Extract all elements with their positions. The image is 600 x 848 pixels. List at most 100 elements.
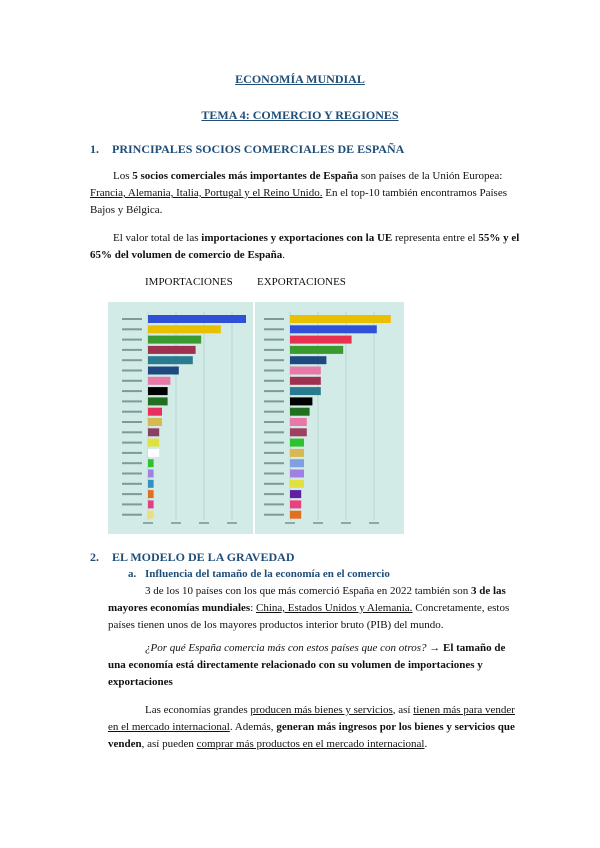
category-label-illegible <box>264 359 284 362</box>
text-run: Francia, Alemania, Italia, Portugal y el… <box>90 187 323 199</box>
category-label-illegible <box>264 390 284 393</box>
bar <box>148 366 179 375</box>
bar <box>148 315 246 323</box>
category-label-illegible <box>122 493 142 496</box>
text-run: El valor total de las <box>113 232 202 244</box>
text-run: ¿Por qué España comercia más con estos p… <box>145 642 430 654</box>
text-run: Los <box>113 170 133 182</box>
bar <box>290 438 304 447</box>
text-run: 3 de los 10 países con los que más comer… <box>145 585 471 597</box>
bar <box>148 479 154 488</box>
axis-label-illegible <box>313 522 323 524</box>
category-label-illegible <box>122 462 142 465</box>
doc-subtitle: TEMA 4: COMERCIO Y REGIONES <box>201 108 399 122</box>
text-run: comprar más productos en el mercado inte… <box>196 738 425 750</box>
category-label-illegible <box>122 338 142 341</box>
category-label-illegible <box>264 462 284 465</box>
bar <box>290 376 321 385</box>
category-label-illegible <box>122 390 142 393</box>
doc-title: ECONOMÍA MUNDIAL <box>235 72 365 86</box>
category-label-illegible <box>264 431 284 434</box>
category-label-illegible <box>122 503 142 506</box>
text-run: . Además, <box>229 721 277 733</box>
category-label-illegible <box>264 338 284 341</box>
bar <box>148 438 160 447</box>
text-run: : <box>250 602 256 614</box>
text-run: representa entre el <box>392 232 479 244</box>
category-label-illegible <box>264 493 284 496</box>
text-run: . <box>282 249 286 261</box>
bar <box>290 428 307 437</box>
category-label-illegible <box>122 431 142 434</box>
category-label-illegible <box>122 513 142 516</box>
text-run: El tamaño de una economía está directame… <box>108 642 506 688</box>
category-label-illegible <box>122 318 142 320</box>
category-label-illegible <box>122 472 142 475</box>
category-label-illegible <box>122 328 142 331</box>
bar <box>148 428 160 437</box>
category-label-illegible <box>122 348 142 351</box>
category-label-illegible <box>264 482 284 485</box>
category-label-illegible <box>264 421 284 423</box>
bar <box>148 356 193 365</box>
category-label-illegible <box>122 421 142 423</box>
category-label-illegible <box>264 318 284 320</box>
bar <box>290 387 321 396</box>
bar <box>148 407 162 416</box>
bar <box>148 510 154 519</box>
bar <box>290 469 304 478</box>
bar <box>148 335 202 344</box>
category-label-illegible <box>122 482 142 485</box>
axis-label-illegible <box>143 522 153 524</box>
axis-label-illegible <box>227 522 237 524</box>
category-label-illegible <box>122 410 142 413</box>
axis-label-illegible <box>369 522 379 524</box>
text-run: , así <box>392 704 414 716</box>
bar <box>148 448 160 457</box>
axis-label-illegible <box>341 522 351 524</box>
paragraph: 3 de los 10 países con los que más comer… <box>108 583 520 634</box>
bar <box>290 397 313 406</box>
section-number: 2. <box>90 550 99 564</box>
text-run: tienen más para vender en el mercado int… <box>108 704 515 733</box>
category-label-illegible <box>122 441 142 444</box>
bar <box>290 345 344 354</box>
subsection-letter: a. <box>128 568 137 580</box>
category-label-illegible <box>264 472 284 475</box>
bar <box>290 448 304 457</box>
bar <box>290 479 304 488</box>
text-run: producen más bienes y servicios <box>250 704 393 716</box>
text-run: son países de la Unión Europea: <box>358 170 503 182</box>
bar <box>148 500 154 509</box>
bar <box>290 366 321 375</box>
bar <box>148 376 171 385</box>
text-run: , así pueden <box>141 738 197 750</box>
bar <box>148 387 168 396</box>
category-label-illegible <box>122 359 142 362</box>
category-label-illegible <box>122 400 142 403</box>
text-run: China, Estados Unidos y Alemania. <box>256 602 413 614</box>
text-run: Las economías grandes <box>145 704 251 716</box>
category-label-illegible <box>264 513 284 516</box>
bar <box>148 459 154 468</box>
bar <box>290 459 304 468</box>
chart-label: IMPORTACIONES <box>145 276 233 288</box>
category-label-illegible <box>264 348 284 351</box>
section-heading: PRINCIPALES SOCIOS COMERCIALES DE ESPAÑA <box>112 142 405 156</box>
bar <box>290 356 327 365</box>
paragraph: Los 5 socios comerciales más importantes… <box>90 168 520 219</box>
bar <box>290 500 302 509</box>
text-run: En el top-10 también encontramos Países … <box>90 187 507 216</box>
paragraph: El valor total de las importaciones y ex… <box>90 230 520 264</box>
bar <box>290 335 352 344</box>
text-run: 5 socios comerciales más importantes de … <box>132 170 359 182</box>
category-label-illegible <box>264 328 284 331</box>
category-label-illegible <box>264 503 284 506</box>
text-run: → <box>429 642 443 654</box>
section-heading: EL MODELO DE LA GRAVEDAD <box>112 550 295 564</box>
category-label-illegible <box>122 451 142 454</box>
text-run: importaciones y exportaciones con la UE <box>201 232 393 244</box>
bar <box>148 345 196 354</box>
bar <box>148 469 154 478</box>
paragraph: Las economías grandes producen más biene… <box>108 702 520 753</box>
